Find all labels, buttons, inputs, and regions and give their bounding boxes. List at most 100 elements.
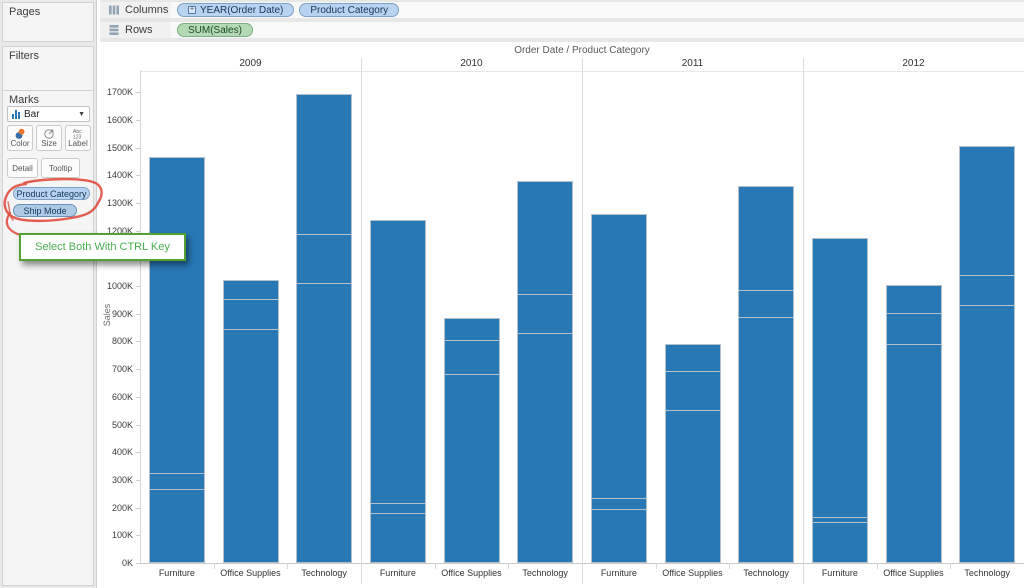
columns-shelf-well[interactable]: + YEAR(Order Date) Product Category	[171, 2, 1024, 18]
bar-segment[interactable]	[812, 516, 867, 523]
bar-segment[interactable]	[812, 238, 867, 517]
bar-segment[interactable]	[886, 343, 941, 562]
bar-segment[interactable]	[223, 299, 278, 329]
bar-segment[interactable]	[960, 274, 1015, 305]
bar-segment[interactable]	[518, 181, 573, 294]
bar-segment[interactable]	[370, 220, 425, 504]
category-label[interactable]: Technology	[522, 568, 568, 578]
columns-shelf: Columns + YEAR(Order Date) Product Categ…	[100, 2, 1024, 18]
label-button-label: Label	[68, 139, 88, 148]
bar-segment[interactable]	[665, 371, 720, 411]
category-label[interactable]: Furniture	[158, 568, 195, 578]
bar-segment[interactable]	[297, 94, 352, 235]
size-button-label: Size	[41, 139, 57, 148]
bar-2012-office-supplies[interactable]	[885, 284, 942, 563]
bar-segment[interactable]	[665, 410, 720, 562]
y-tick-label: 1000K	[106, 281, 133, 292]
bar-segment[interactable]	[591, 508, 646, 562]
detail-button[interactable]: Detail	[7, 158, 38, 178]
year-label[interactable]: 2012	[902, 58, 925, 69]
y-tick-label: 1200K	[106, 225, 133, 236]
category-tick-mark	[950, 563, 952, 569]
category-label[interactable]: Furniture	[379, 568, 416, 578]
y-tick-mark	[136, 202, 140, 204]
detail-pill-ship-mode[interactable]: Ship Mode	[13, 204, 77, 217]
bar-segment[interactable]	[518, 293, 573, 333]
chart-title: Order Date / Product Category	[514, 45, 650, 56]
category-label[interactable]: Office Supplies	[883, 568, 944, 578]
bar-segment[interactable]	[370, 512, 425, 562]
bar-2010-office-supplies[interactable]	[443, 317, 500, 563]
y-tick-mark	[136, 147, 140, 149]
y-tick-mark	[136, 230, 140, 232]
bar-segment[interactable]	[149, 472, 204, 490]
detail-button-label: Detail	[12, 163, 33, 173]
columns-shelf-label: Columns	[125, 4, 169, 16]
pages-label: Pages	[9, 6, 41, 18]
bar-2009-office-supplies[interactable]	[222, 280, 279, 563]
y-tick-label: 200K	[111, 502, 133, 513]
bar-segment[interactable]	[739, 187, 794, 290]
bar-2009-furniture[interactable]	[148, 157, 205, 563]
category-label[interactable]: Furniture	[821, 568, 858, 578]
detail-pill-product-category[interactable]: Product Category	[13, 187, 90, 200]
expand-plus-icon[interactable]: +	[188, 6, 196, 14]
bar-segment[interactable]	[665, 345, 720, 372]
pages-shelf[interactable]: Pages	[2, 2, 94, 42]
bar-2011-technology[interactable]	[738, 186, 795, 563]
year-label[interactable]: 2011	[681, 58, 704, 69]
category-label[interactable]: Furniture	[600, 568, 637, 578]
bar-segment[interactable]	[886, 285, 941, 314]
bar-segment[interactable]	[518, 332, 573, 562]
bar-2010-furniture[interactable]	[369, 219, 426, 563]
y-tick-label: 300K	[111, 474, 133, 485]
bar-segment[interactable]	[812, 522, 867, 562]
label-button[interactable]: Abc 123 Label	[65, 125, 91, 151]
bar-2011-office-supplies[interactable]	[664, 344, 721, 563]
bar-segment[interactable]	[444, 339, 499, 375]
pane-separator	[803, 58, 804, 584]
bar-2009-technology[interactable]	[296, 93, 353, 563]
tooltip-button[interactable]: Tooltip	[41, 158, 80, 178]
mark-type-dropdown[interactable]: Bar ▼	[7, 106, 90, 122]
bar-segment[interactable]	[444, 318, 499, 340]
bar-segment[interactable]	[960, 305, 1015, 562]
bar-segment[interactable]	[739, 317, 794, 562]
category-label[interactable]: Office Supplies	[662, 568, 723, 578]
category-label[interactable]: Technology	[301, 568, 347, 578]
bar-2012-technology[interactable]	[959, 146, 1016, 563]
bar-segment[interactable]	[591, 497, 646, 509]
year-label[interactable]: 2009	[239, 58, 262, 69]
bar-2010-technology[interactable]	[517, 180, 574, 563]
category-label[interactable]: Office Supplies	[441, 568, 502, 578]
bar-segment[interactable]	[739, 289, 794, 318]
bar-segment[interactable]	[149, 489, 204, 562]
bar-2012-furniture[interactable]	[811, 237, 868, 563]
category-label[interactable]: Technology	[743, 568, 789, 578]
size-button[interactable]: Size	[36, 125, 62, 151]
category-label[interactable]: Office Supplies	[220, 568, 281, 578]
year-label[interactable]: 2010	[460, 58, 483, 69]
pill-year-order-date[interactable]: + YEAR(Order Date)	[177, 3, 295, 17]
bar-segment[interactable]	[297, 234, 352, 283]
bar-segment[interactable]	[149, 158, 204, 473]
bar-segment[interactable]	[960, 147, 1015, 275]
callout-text: Select Both With CTRL Key	[35, 241, 170, 253]
bar-segment[interactable]	[223, 328, 278, 562]
bar-segment[interactable]	[591, 215, 646, 498]
bar-segment[interactable]	[223, 281, 278, 300]
pill-product-category[interactable]: Product Category	[299, 3, 400, 17]
pill-sum-sales[interactable]: SUM(Sales)	[177, 23, 253, 37]
sidebar: Pages Filters Marks Bar ▼ Color	[0, 0, 97, 588]
color-button[interactable]: Color	[7, 125, 33, 151]
category-label[interactable]: Technology	[964, 568, 1010, 578]
bar-segment[interactable]	[297, 282, 352, 562]
rows-shelf-well[interactable]: SUM(Sales)	[171, 22, 1024, 38]
bar-segment[interactable]	[370, 503, 425, 513]
bar-2011-furniture[interactable]	[590, 214, 647, 563]
bar-segment[interactable]	[886, 313, 941, 344]
pill-product-category-text: Product Category	[310, 4, 389, 16]
columns-icon	[109, 5, 119, 15]
y-tick-label: 1600K	[106, 114, 133, 125]
bar-segment[interactable]	[444, 374, 499, 562]
